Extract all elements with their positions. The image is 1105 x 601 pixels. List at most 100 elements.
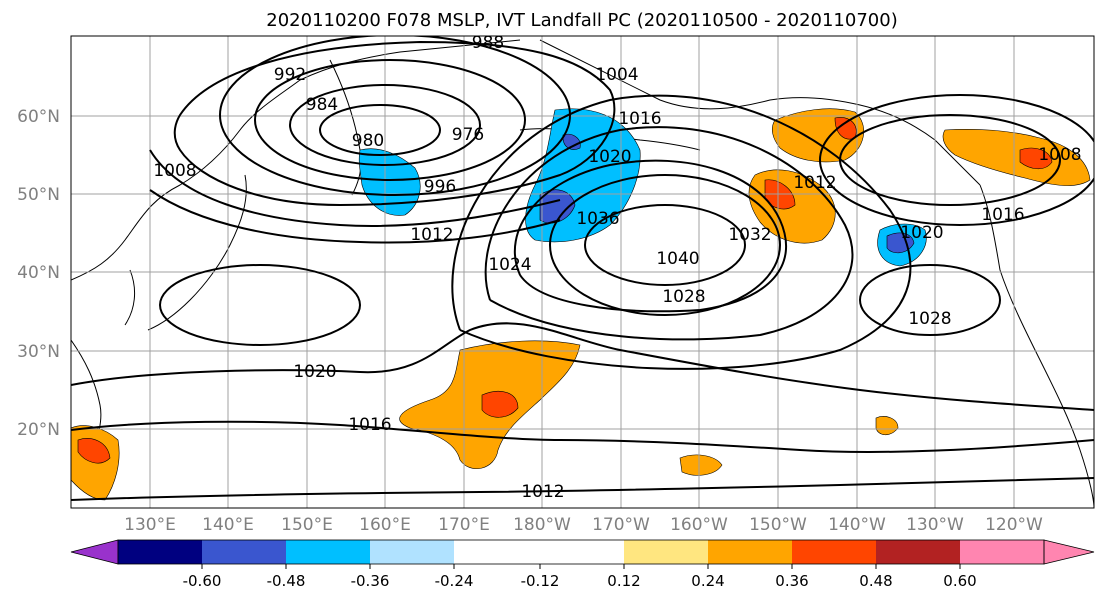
isobar-1020 <box>71 322 1094 411</box>
lon-label: 140°E <box>202 515 254 535</box>
isobar-1024 <box>451 94 912 370</box>
lat-label: 50°N <box>17 185 60 205</box>
lon-labels: 130°E 140°E 150°E 160°E 170°E 180°W 170°… <box>124 515 1043 535</box>
colorbar-segment <box>792 540 876 564</box>
isobar-label: 984 <box>306 95 338 115</box>
colorbar-frame <box>117 539 1045 565</box>
colorbar-tick-label: 0.36 <box>775 572 808 590</box>
colorbar-tick-label: 0.12 <box>607 572 640 590</box>
isobar-label: 1028 <box>662 287 705 307</box>
isobar-label: 1016 <box>981 205 1024 225</box>
isobar-label: 1020 <box>588 147 631 167</box>
isobar-labels: 992 988 984 980 976 996 1004 1008 1012 1… <box>153 33 1081 502</box>
isobar-label: 988 <box>472 33 504 53</box>
isobar-1004 <box>173 40 616 207</box>
isobar-label: 1040 <box>656 249 699 269</box>
colorbar-segment <box>286 540 370 564</box>
colorbar-tick-label: -0.60 <box>183 572 222 590</box>
isobar-label: 1020 <box>293 362 336 382</box>
coastline-asia <box>71 39 521 281</box>
isobar-label: 1008 <box>1038 145 1081 165</box>
lon-label: 120°W <box>985 515 1043 535</box>
isobar-1028-east <box>859 264 1001 336</box>
colorbar-tick-label: -0.48 <box>267 572 306 590</box>
lon-label: 130°E <box>124 515 176 535</box>
colorbar-tick-label: -0.36 <box>351 572 390 590</box>
isobar-label: 1016 <box>618 109 661 129</box>
lon-label: 170°E <box>438 515 490 535</box>
lon-label: 160°W <box>670 515 728 535</box>
isobar-1032 <box>514 159 787 313</box>
lat-label: 40°N <box>17 263 60 283</box>
colorbar-segment <box>454 540 624 564</box>
pos-region-hawaii-small-1 <box>679 454 723 476</box>
isobar-label: 1036 <box>576 209 619 229</box>
lat-labels: 60°N 50°N 40°N 30°N 20°N <box>17 107 60 440</box>
lon-label: 170°W <box>592 515 650 535</box>
colorbar-tick-label: 0.24 <box>691 572 724 590</box>
isobar-label: 1004 <box>595 65 638 85</box>
isobar-label: 980 <box>352 131 384 151</box>
isobar-label: 1024 <box>488 255 531 275</box>
colorbar-tick-label: 0.48 <box>859 572 892 590</box>
isobar-1016 <box>71 420 1094 453</box>
isobar-label: 996 <box>424 177 456 197</box>
ivt-shading <box>71 108 1091 501</box>
colorbar-ticks <box>201 564 961 569</box>
lon-label: 150°E <box>281 515 333 535</box>
isobar-1012 <box>149 189 561 244</box>
pos-core-subtropical <box>481 391 519 418</box>
colorbar-segment <box>370 540 454 564</box>
lon-label: 130°W <box>906 515 964 535</box>
colorbar-tick-label: -0.24 <box>435 572 474 590</box>
isobar-1036 <box>549 174 781 316</box>
isobar-label: 1012 <box>793 173 836 193</box>
isobars <box>71 36 1094 501</box>
colorbar-segment <box>960 540 1044 564</box>
colorbar-segment <box>118 540 202 564</box>
isobar-label: 1020 <box>900 223 943 243</box>
isobar-ne-low-2 <box>819 94 1094 226</box>
colorbar-segment <box>708 540 792 564</box>
colorbar-extend-high <box>1043 539 1095 565</box>
lon-label: 150°W <box>749 515 807 535</box>
lat-label: 20°N <box>17 420 60 440</box>
isobar-low-2 <box>289 84 481 166</box>
lon-label: 160°E <box>359 515 411 535</box>
isobar-label: 1012 <box>410 225 453 245</box>
coastline-north-america <box>979 184 1094 508</box>
lat-label: 60°N <box>17 107 60 127</box>
isobar-1024-west <box>159 264 361 346</box>
pos-core-china <box>77 438 111 464</box>
isobar-label: 1032 <box>728 225 771 245</box>
colorbar-tick-label: -0.12 <box>521 572 560 590</box>
lat-label: 30°N <box>17 342 60 362</box>
pos-core-bc <box>1019 147 1053 170</box>
colorbar-extend-low <box>70 539 119 565</box>
colorbar-segment <box>624 540 708 564</box>
map-title: 2020110200 F078 MSLP, IVT Landfall PC (2… <box>266 10 897 31</box>
isobar-1008 <box>149 149 561 227</box>
isobar-label: 976 <box>452 125 484 145</box>
map-panel: 992 988 984 980 976 996 1004 1008 1012 1… <box>70 33 1095 509</box>
coastline-korea <box>124 269 136 326</box>
isobar-label: 1028 <box>908 309 951 329</box>
isobar-label: 1008 <box>153 161 196 181</box>
map-frame <box>70 35 1095 509</box>
isobar-1028 <box>484 126 854 341</box>
isobar-ne-low-1 <box>839 114 1061 206</box>
neg-core-dateline-top <box>562 133 581 150</box>
colorbar-segment <box>876 540 960 564</box>
colorbar: -0.60 -0.48 -0.36 -0.24 -0.12 0.12 0.24 … <box>70 539 1095 590</box>
isobar-1040 <box>584 204 746 286</box>
isobar-label: 1016 <box>348 415 391 435</box>
isobar-label: 1012 <box>521 482 564 502</box>
colorbar-tick-label: 0.60 <box>943 572 976 590</box>
isobar-low-inner <box>319 104 441 156</box>
isobar-low-3 <box>254 59 526 181</box>
colorbar-segment <box>202 540 286 564</box>
isobar-1012-south <box>71 477 1094 501</box>
lon-label: 180°W <box>513 515 571 535</box>
gridlines <box>71 36 1094 508</box>
